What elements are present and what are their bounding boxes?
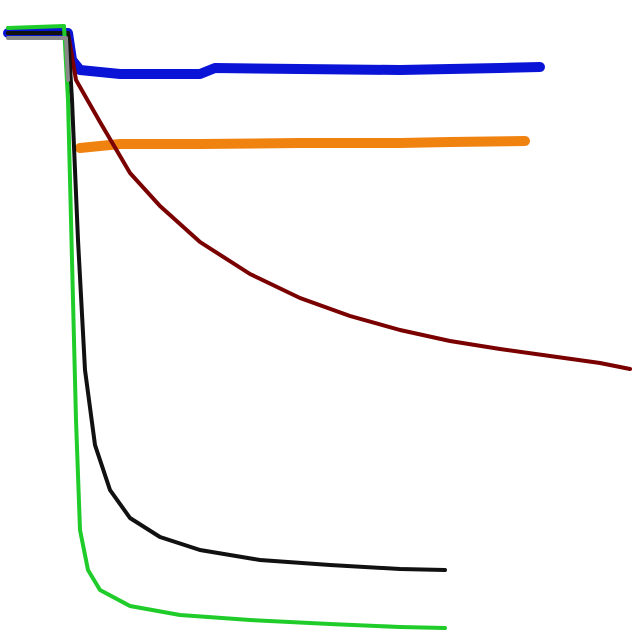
series-line-6 (6, 36, 70, 82)
series-line-3 (6, 31, 632, 371)
series-line-2 (75, 136, 530, 153)
series-line-4 (6, 31, 447, 572)
series-layer (3, 24, 632, 630)
series-line-1 (3, 28, 545, 79)
series-line-5 (6, 24, 447, 630)
